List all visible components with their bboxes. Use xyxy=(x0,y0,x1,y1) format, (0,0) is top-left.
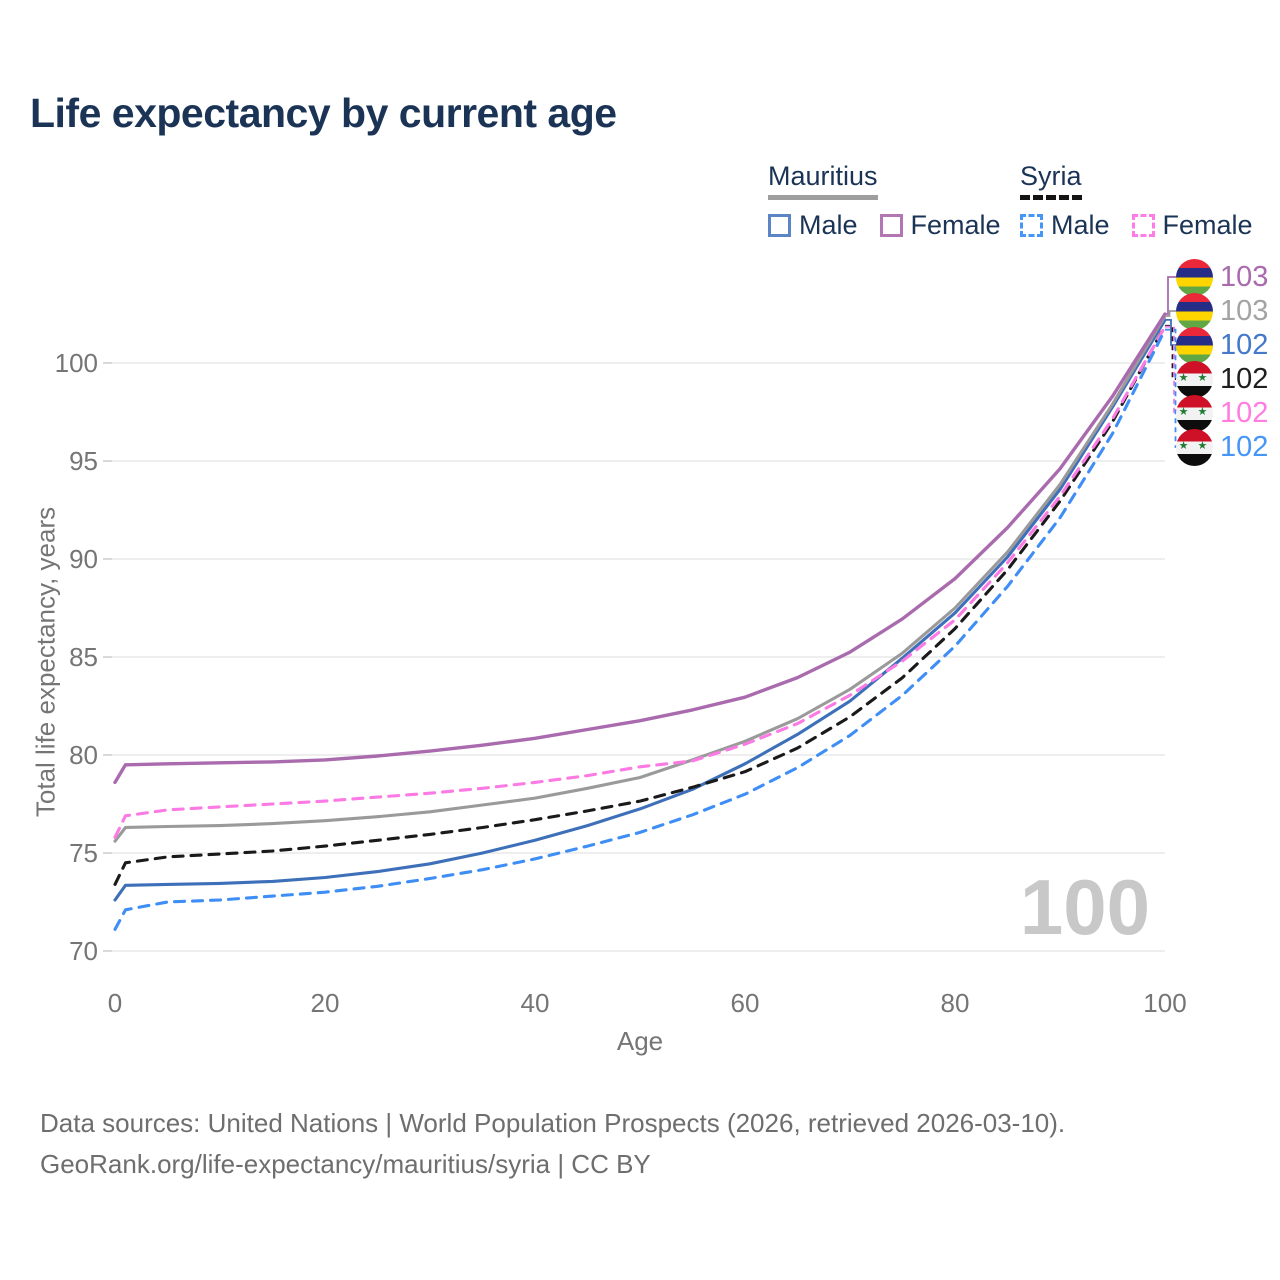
legend-country-label: Syria xyxy=(1020,161,1082,200)
end-label-connector xyxy=(1165,324,1206,380)
series-end-value: 103 xyxy=(1220,261,1269,293)
series-line-mauritius-total[interactable] xyxy=(113,314,1167,843)
legend-group-syria: Syria Male Female xyxy=(1020,161,1253,241)
x-axis-title: Age xyxy=(616,1026,664,1056)
legend-item-mauritius-female[interactable]: Female xyxy=(879,209,1001,241)
legend-item-label: Male xyxy=(1051,209,1110,240)
x-tick-label: 40 xyxy=(520,988,550,1018)
y-tick-label: 70 xyxy=(69,936,98,966)
legend-swatch xyxy=(1131,213,1155,237)
series-line-syria-female[interactable] xyxy=(113,325,1167,839)
chart-title: Life expectancy by current age xyxy=(30,90,617,136)
legend-item-syria-female[interactable]: Female xyxy=(1131,209,1253,241)
series-end-value: 102 xyxy=(1220,363,1269,395)
mauritius-flag-icon xyxy=(1176,326,1213,364)
y-tick-label: 80 xyxy=(69,740,98,770)
y-tick-label: 100 xyxy=(54,348,98,378)
y-tick-label: 75 xyxy=(69,838,98,868)
series-line-syria-male[interactable] xyxy=(113,328,1167,931)
series-end-value: 102 xyxy=(1220,431,1269,463)
syria-flag-stars: ★ ★ xyxy=(1178,406,1211,419)
legend-item-label: Female xyxy=(1162,209,1253,240)
series-end-value: 103 xyxy=(1220,295,1269,327)
x-tick-label: 0 xyxy=(107,988,123,1018)
syria-flag-stars: ★ ★ xyxy=(1178,440,1211,453)
y-tick-label: 95 xyxy=(69,446,98,476)
series-end-value: 102 xyxy=(1220,329,1269,361)
series-line-syria-total[interactable] xyxy=(113,324,1167,886)
mauritius-flag-icon xyxy=(1176,258,1213,296)
legend-group-mauritius: Mauritius Male Female xyxy=(768,161,1001,241)
syria-flag-icon: ★ ★ xyxy=(1176,428,1213,466)
syria-flag-icon: ★ ★ xyxy=(1176,360,1213,398)
legend-swatch xyxy=(768,213,791,237)
syria-flag-icon: ★ ★ xyxy=(1176,394,1213,432)
x-tick-label: 80 xyxy=(940,988,970,1018)
legend-swatch xyxy=(879,213,903,237)
mauritius-flag-icon xyxy=(1176,292,1213,330)
series-end-value: 102 xyxy=(1220,397,1269,429)
series-line-mauritius-male[interactable] xyxy=(113,318,1167,902)
x-tick-label: 60 xyxy=(730,988,760,1018)
legend-country-label: Mauritius xyxy=(768,161,878,200)
y-tick-label: 90 xyxy=(69,544,98,574)
series-line-mauritius-female[interactable] xyxy=(113,312,1167,785)
x-tick-label: 100 xyxy=(1143,988,1187,1018)
syria-flag-stars: ★ ★ xyxy=(1178,372,1211,385)
legend-item-label: Female xyxy=(910,209,1001,240)
legend-item-syria-male[interactable]: Male xyxy=(1020,210,1110,241)
age-counter-watermark: 100 xyxy=(1019,863,1150,951)
y-axis-title: Total life expectancy, years xyxy=(30,506,61,818)
legend-item-label: Male xyxy=(799,209,858,240)
y-tick-label: 85 xyxy=(69,642,98,672)
legend-item-mauritius-male[interactable]: Male xyxy=(768,210,858,241)
legend-swatch xyxy=(1020,213,1043,237)
data-source-line: Data sources: United Nations | World Pop… xyxy=(40,1108,1066,1138)
x-tick-label: 20 xyxy=(310,988,340,1018)
attribution-line: GeoRank.org/life-expectancy/mauritius/sy… xyxy=(40,1149,651,1179)
